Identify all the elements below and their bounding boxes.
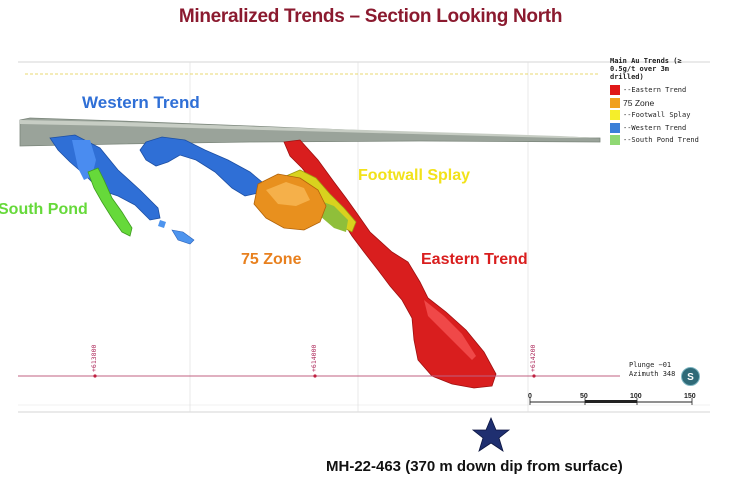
south-pond-body xyxy=(87,167,133,237)
page-title: Mineralized Trends – Section Looking Nor… xyxy=(178,6,563,27)
legend-label: --Eastern Trend xyxy=(623,86,687,95)
legend-heading: Main Au Trends (≥ 0.5g/t over 3m drilled… xyxy=(610,57,682,81)
scale-label: 0 xyxy=(528,393,532,400)
easting-marker xyxy=(313,374,317,378)
legend-item: --Western Trend xyxy=(610,122,706,135)
legend: Main Au Trends (≥ 0.5g/t over 3m drilled… xyxy=(610,57,706,147)
eastern-trend-highlight xyxy=(424,300,476,360)
label-eastern-trend: Eastern Trend xyxy=(421,251,528,268)
legend-swatch-south-pond xyxy=(610,135,620,146)
legend-item: --South Pond Trend xyxy=(610,134,706,147)
legend-swatch-75zone xyxy=(610,97,620,108)
compass-icon: S xyxy=(681,367,700,386)
legend-swatch-eastern xyxy=(610,85,620,96)
easting-marker xyxy=(93,374,97,378)
label-footwall-splay: Footwall Splay xyxy=(358,167,471,184)
drill-hole-caption: MH-22-463 (370 m down dip from surface) xyxy=(326,458,623,475)
label-western-trend: Western Trend xyxy=(82,93,200,112)
legend-label: 75 Zone xyxy=(623,97,655,108)
legend-label: --South Pond Trend xyxy=(623,136,699,145)
scale-bar-segment xyxy=(585,400,637,403)
easting-label: +614200 xyxy=(529,344,537,372)
legend-item: --Eastern Trend xyxy=(610,84,706,97)
plunge-text: Plunge −01 xyxy=(629,361,672,369)
easting-label: +614000 xyxy=(310,344,318,372)
surface-plate-highlight xyxy=(20,120,600,138)
legend-label: --Western Trend xyxy=(623,123,687,132)
scale-label: 150 xyxy=(684,393,696,400)
western-trend-body xyxy=(72,140,96,180)
western-trend-pod xyxy=(158,220,166,228)
western-trend-pod xyxy=(171,229,195,245)
legend-label: --Footwall Splay xyxy=(623,111,691,120)
legend-swatch-footwall xyxy=(610,110,620,121)
legend-item: 75 Zone xyxy=(610,97,706,110)
scale-label: 50 xyxy=(580,393,588,400)
view-orientation: Plunge −01 Azimuth 348 xyxy=(629,361,675,379)
easting-label: +613800 xyxy=(90,344,98,372)
zone-75-highlight xyxy=(266,182,310,206)
drill-hole-star-icon xyxy=(471,416,511,452)
western-trend-body xyxy=(139,136,263,197)
label-south-pond: South Pond xyxy=(0,201,88,218)
scale-label: 100 xyxy=(630,393,642,400)
label-75-zone: 75 Zone xyxy=(241,251,302,268)
azimuth-text: Azimuth 348 xyxy=(629,370,676,378)
legend-item: --Footwall Splay xyxy=(610,109,706,122)
legend-swatch-western xyxy=(610,122,620,133)
easting-marker xyxy=(532,374,536,378)
